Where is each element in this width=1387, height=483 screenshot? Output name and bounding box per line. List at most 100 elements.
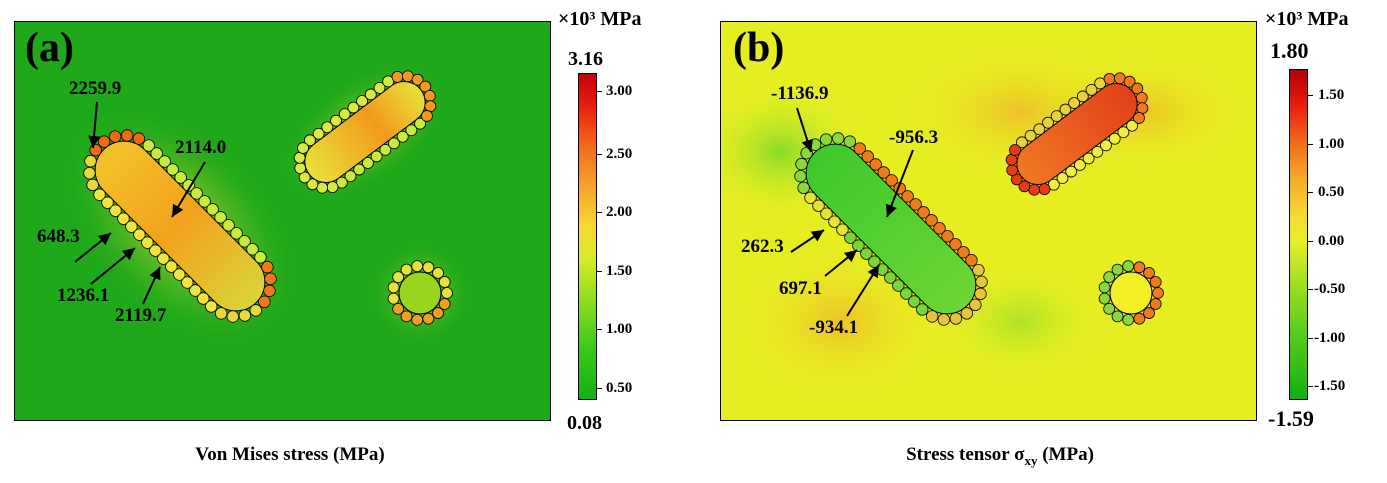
interface-particle	[1143, 307, 1155, 319]
tick-label: 1.00	[606, 321, 633, 337]
interface-particle	[93, 188, 106, 201]
interface-particle	[975, 275, 988, 289]
interface-particle	[1091, 145, 1104, 158]
interface-particle	[258, 295, 271, 309]
interface-particle	[189, 284, 202, 297]
interface-particle	[297, 142, 309, 154]
colorbar-a	[578, 73, 597, 400]
interface-particle	[441, 287, 453, 299]
interface-particle	[1016, 136, 1028, 149]
interface-particle	[142, 139, 155, 152]
interface-particle	[373, 82, 386, 94]
interface-particle	[901, 190, 914, 203]
interface-particle	[836, 223, 849, 236]
interface-particle	[405, 124, 418, 137]
interface-particle	[937, 313, 951, 326]
interface-particle	[916, 303, 929, 316]
interface-particle	[83, 166, 96, 180]
annotation-1236: 1236.1	[57, 285, 110, 306]
interface-particle	[972, 263, 985, 277]
interface-particle	[133, 228, 146, 241]
panel-label-a: (a)	[25, 25, 74, 71]
panel-label-b: (b)	[733, 25, 785, 71]
interface-particle	[1103, 271, 1116, 284]
interface-particle	[949, 238, 962, 251]
interface-particle	[238, 309, 252, 322]
interface-particle	[960, 307, 974, 320]
interface-particle	[853, 142, 866, 155]
interface-particle	[1108, 132, 1121, 145]
interface-particle	[190, 187, 203, 200]
interface-particle	[356, 95, 368, 107]
interface-particle	[1056, 172, 1069, 184]
interface-particle	[387, 281, 400, 294]
interface-particle	[379, 143, 392, 156]
interface-particle	[214, 211, 227, 224]
interface-particle	[852, 239, 865, 252]
interface-particle	[1143, 267, 1155, 279]
colorbar-min-b: -1.59	[1268, 406, 1314, 431]
interface-particle	[198, 195, 211, 208]
interface-particle	[1149, 276, 1162, 288]
interface-particle	[101, 196, 114, 209]
interface-particle	[820, 207, 833, 220]
interface-particle	[1103, 302, 1116, 315]
interface-particle	[1018, 180, 1031, 193]
interface-particle	[400, 263, 413, 276]
annotation-2119: 2119.7	[115, 305, 167, 326]
interface-particle	[949, 312, 963, 325]
colorbar-max-b: 1.80	[1270, 38, 1309, 63]
annotation-arrows-a	[74, 101, 206, 305]
interface-particle	[246, 243, 259, 256]
colorbar-max-a: 3.16	[568, 48, 603, 70]
interface-particle	[1068, 97, 1080, 109]
interface-particle	[1009, 144, 1021, 156]
caption-b-subscript: xy	[1024, 452, 1038, 468]
interface-particle	[150, 147, 163, 160]
interface-particle	[321, 121, 334, 134]
caption-a: Von Mises stress (MPa)	[195, 444, 385, 465]
tick-label: 0.50	[1318, 184, 1345, 200]
interface-particle	[1098, 281, 1111, 294]
interface-particle	[925, 214, 938, 227]
interface-particle	[1123, 75, 1136, 88]
interface-particle	[249, 304, 263, 317]
tick-label: -1.00	[1314, 330, 1346, 346]
interface-particle	[860, 247, 873, 260]
interface-particle	[338, 108, 351, 121]
interface-particle	[844, 231, 857, 244]
colorbar-unit-a: ×10³ MPa	[558, 8, 642, 30]
interface-particle	[263, 284, 276, 298]
interface-particle	[370, 150, 383, 163]
interface-particle	[347, 101, 360, 114]
interface-particle	[843, 135, 857, 148]
interface-particle	[181, 276, 194, 289]
tick-label: -1.50	[1314, 378, 1346, 394]
interface-particle	[238, 235, 251, 248]
interface-particle	[414, 117, 426, 130]
shear-stress-field	[721, 42, 1251, 402]
interface-particle	[1065, 165, 1078, 178]
interface-particle	[411, 73, 424, 86]
interface-particle	[205, 300, 218, 313]
interface-particle	[422, 261, 435, 274]
interface-particle	[206, 203, 219, 216]
interface-particle	[969, 298, 982, 312]
tick-label: -0.50	[1314, 281, 1346, 297]
interface-particle	[344, 170, 357, 182]
interface-particle	[120, 129, 134, 142]
annotation-956: -956.3	[889, 127, 939, 148]
interface-particle	[831, 132, 845, 145]
caption-b: Stress tensor σxy (MPa)	[830, 444, 1170, 469]
shear-stress-plot: (b) -1136.9 -956.3 262.3 697.1 -934.1	[720, 21, 1257, 421]
caption-b-text: Stress tensor σ	[906, 444, 1025, 465]
interface-particle	[158, 155, 171, 168]
interface-particle	[892, 279, 905, 292]
annotation-262: 262.3	[741, 236, 784, 257]
interface-particle	[197, 292, 210, 305]
interface-particle	[1082, 152, 1095, 165]
colorbar-unit-b: ×10³ MPa	[1265, 8, 1349, 30]
interface-particle	[166, 163, 179, 176]
interface-particle	[108, 130, 122, 143]
annotation-2114: 2114.0	[175, 137, 227, 158]
